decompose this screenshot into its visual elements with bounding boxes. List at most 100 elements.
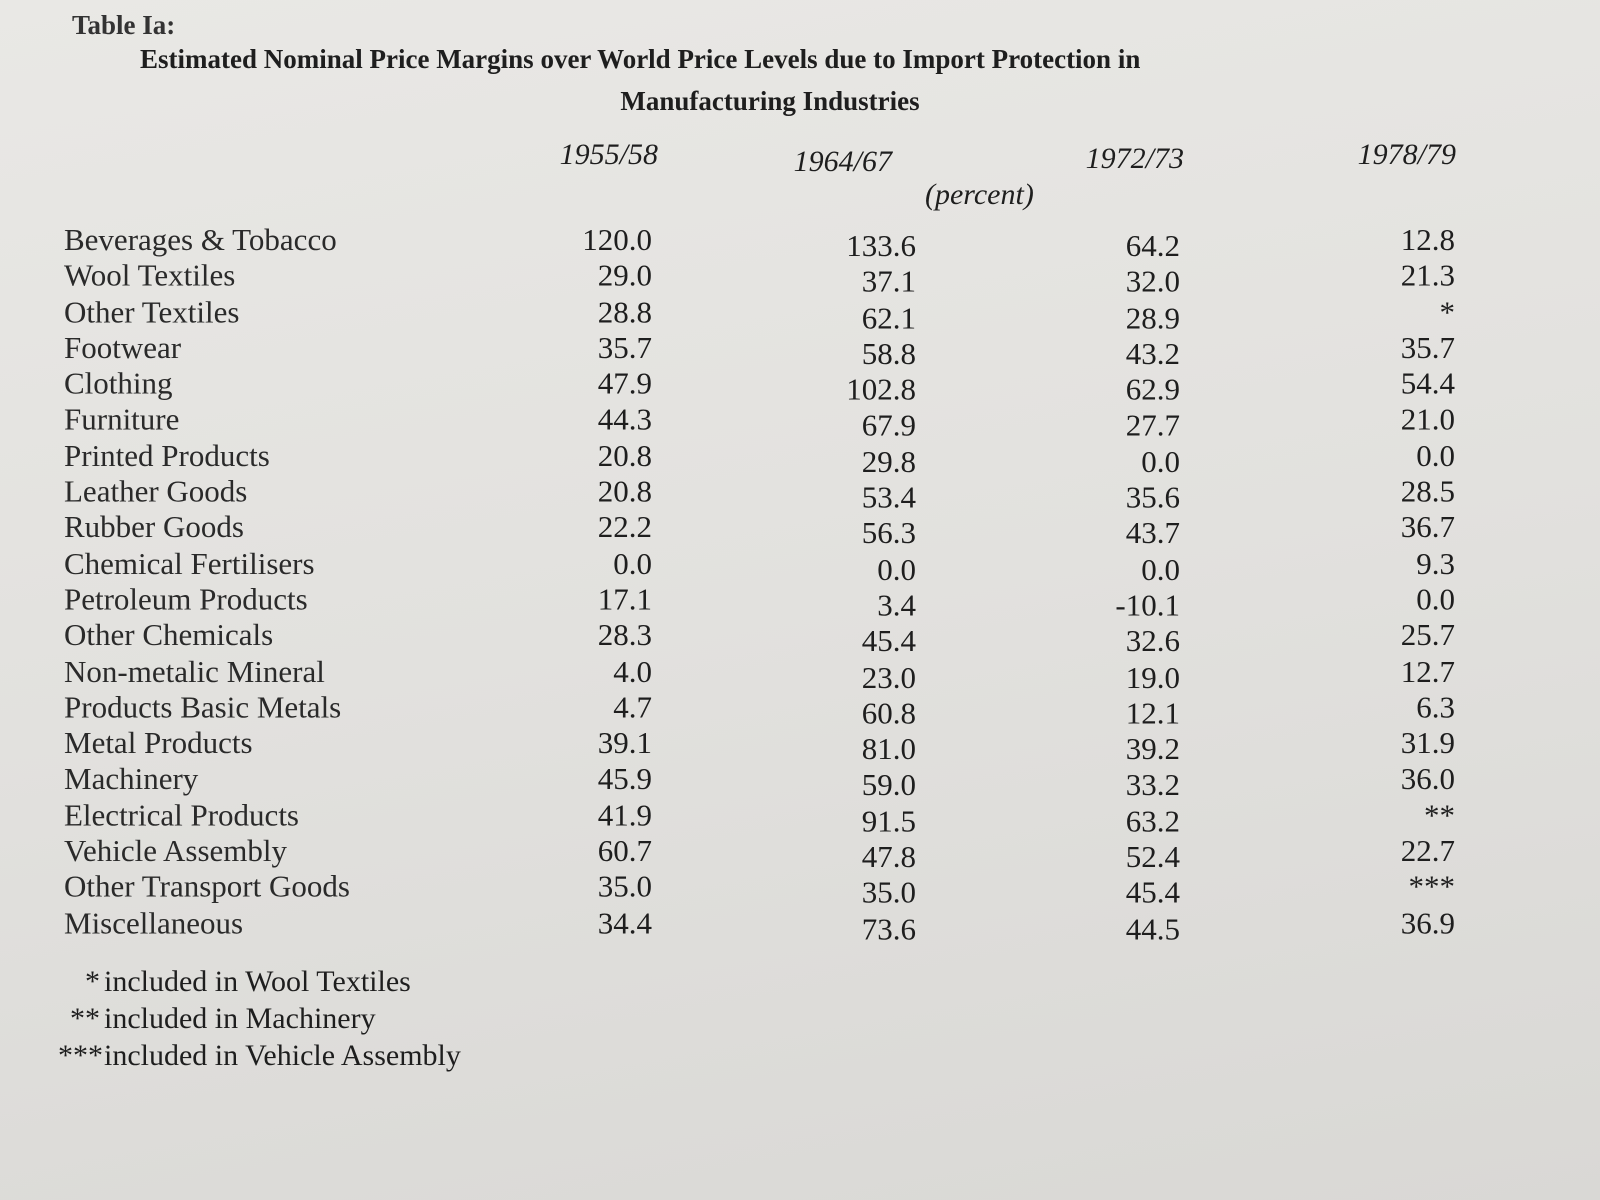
value-cell: 91.5 [861, 803, 916, 839]
table-row: Clothing 47.9 102.8 62.9 54.4 [0, 366, 1600, 407]
value-cell: 73.6 [861, 910, 916, 946]
footnote-3: ***included in Vehicle Assembly [58, 1039, 461, 1073]
footnote-text: included in Vehicle Assembly [104, 1039, 461, 1072]
value-cell: 81.0 [861, 731, 916, 767]
value-cell: -10.1 [1115, 587, 1180, 623]
value-cell: *** [1408, 869, 1456, 905]
value-cell: 120.0 [582, 222, 652, 257]
value-cell: 0.0 [1141, 551, 1180, 587]
value-cell: 20.8 [597, 437, 652, 473]
table-title-line1: Estimated Nominal Price Margins over Wor… [140, 44, 1141, 74]
row-label: Vehicle Assembly [64, 833, 287, 869]
value-cell: 32.6 [1125, 623, 1180, 659]
row-label: Machinery [64, 761, 199, 797]
value-cell: 0.0 [1141, 443, 1180, 479]
value-cell: 34.4 [597, 904, 652, 940]
value-cell: 60.8 [861, 695, 916, 731]
value-cell: 29.8 [861, 443, 916, 479]
value-cell: 28.3 [597, 617, 652, 653]
value-cell: 21.0 [1400, 401, 1455, 437]
row-label: Metal Products [64, 725, 253, 761]
table-row: Wool Textiles 29.0 37.1 32.0 21.3 [0, 257, 1600, 299]
table-row: Leather Goods 20.8 53.4 35.6 28.5 [0, 473, 1600, 515]
value-cell: 20.8 [597, 473, 652, 509]
footnote-mark: *** [58, 1039, 103, 1072]
value-cell: 27.7 [1125, 407, 1180, 443]
value-cell: 25.7 [1400, 617, 1455, 653]
value-cell: 19.0 [1125, 659, 1180, 695]
row-label: Chemical Fertilisers [64, 545, 315, 581]
value-cell: 45.9 [597, 761, 652, 797]
table-row: Chemical Fertilisers 0.0 0.0 0.0 9.3 [0, 545, 1600, 587]
footnote-mark: ** [70, 1002, 100, 1035]
column-header-1964-67: 1964/67 [793, 145, 892, 178]
value-cell: 23.0 [861, 659, 916, 695]
value-cell: 56.3 [861, 515, 916, 551]
value-cell: 58.8 [861, 335, 916, 371]
table-row: Rubber Goods 22.2 56.3 43.7 36.7 [0, 509, 1600, 551]
column-header-1978-79: 1978/79 [1357, 138, 1456, 171]
value-cell: 12.1 [1125, 695, 1180, 731]
table-label: Table Ia: [72, 10, 176, 40]
value-cell: 43.2 [1125, 335, 1180, 371]
value-cell: 35.6 [1125, 479, 1180, 515]
value-cell: 60.7 [597, 833, 652, 869]
value-cell: 62.9 [1125, 371, 1180, 407]
table-row: Miscellaneous 34.4 73.6 44.5 36.9 [0, 904, 1600, 946]
row-label: Printed Products [64, 437, 270, 473]
value-cell: 41.9 [597, 797, 652, 833]
value-cell: 28.9 [1125, 299, 1180, 335]
row-label: Miscellaneous [64, 904, 244, 940]
value-cell: 44.5 [1125, 910, 1180, 946]
value-cell: 12.7 [1400, 653, 1455, 689]
value-cell: 52.4 [1125, 839, 1180, 875]
row-label: Petroleum Products [64, 581, 308, 617]
row-label: Leather Goods [64, 473, 248, 509]
value-cell: 35.7 [1400, 329, 1455, 365]
value-cell: 102.8 [846, 371, 916, 407]
value-cell: 64.2 [1125, 228, 1180, 263]
table-row: Petroleum Products 17.1 3.4 -10.1 0.0 [0, 581, 1600, 622]
row-label: Furniture [64, 401, 180, 437]
value-cell: 0.0 [877, 551, 916, 587]
footnote-2: ** included in Machinery [58, 1002, 376, 1036]
row-label: Other Chemicals [64, 617, 274, 653]
table-row: Electrical Products 41.9 91.5 63.2 ** [0, 797, 1600, 838]
row-label: Other Transport Goods [64, 869, 350, 905]
value-cell: 22.7 [1400, 833, 1455, 869]
column-header-1972-73: 1972/73 [1085, 142, 1184, 175]
table-row: Vehicle Assembly 60.7 47.8 52.4 22.7 [0, 833, 1600, 874]
value-cell: 63.2 [1125, 803, 1180, 839]
value-cell: 67.9 [861, 407, 916, 443]
footnote-1: * included in Wool Textiles [58, 965, 411, 999]
table-title-line2: Manufacturing Industries [620, 86, 920, 116]
value-cell: 0.0 [1416, 581, 1455, 617]
value-cell: 133.6 [846, 228, 916, 263]
value-cell: 3.4 [877, 587, 916, 623]
value-cell: 9.3 [1416, 545, 1455, 581]
row-label: Beverages & Tobacco [64, 222, 337, 257]
value-cell: ** [1424, 797, 1455, 833]
value-cell: 0.0 [613, 545, 652, 581]
table-row: Machinery 45.9 59.0 33.2 36.0 [0, 761, 1600, 802]
value-cell: 53.4 [861, 479, 916, 515]
value-cell: 37.1 [861, 263, 916, 299]
table-row: Other Transport Goods 35.0 35.0 45.4 *** [0, 869, 1600, 910]
table-row: Other Chemicals 28.3 45.4 32.6 25.7 [0, 617, 1600, 658]
row-label: Wool Textiles [64, 257, 236, 293]
value-cell: 45.4 [861, 623, 916, 659]
value-cell: 6.3 [1416, 689, 1455, 725]
value-cell: 33.2 [1125, 767, 1180, 803]
value-cell: 62.1 [861, 299, 916, 335]
value-cell: 22.2 [597, 509, 652, 545]
row-label: Products Basic Metals [64, 689, 342, 725]
value-cell: 4.0 [613, 653, 652, 689]
table-row: Printed Products 20.8 29.8 0.0 0.0 [0, 437, 1600, 479]
value-cell: 59.0 [861, 767, 916, 803]
table-body: Beverages & Tobacco 120.0 133.6 64.2 12.8 Woo… [0, 222, 1600, 948]
value-cell: 4.7 [613, 689, 652, 725]
value-cell: * [1439, 293, 1456, 329]
value-cell: 28.8 [597, 293, 652, 329]
footnote-mark: * [85, 965, 100, 998]
value-cell: 17.1 [597, 581, 652, 617]
